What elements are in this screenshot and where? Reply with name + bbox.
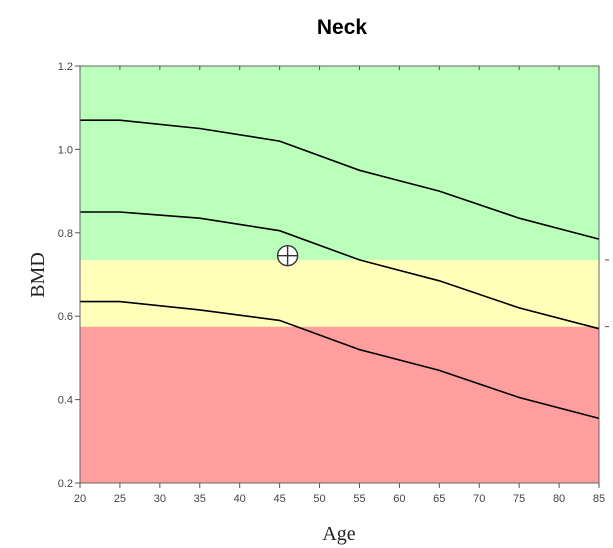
reference-bands [80,66,599,483]
x-tick-label: 70 [473,493,485,505]
reference-curves [80,119,600,420]
chart-title: Neck [317,16,368,39]
x-axis-label: Age [322,523,355,545]
x-tick-label: 85 [593,493,605,505]
x-tick-label: 60 [393,493,405,505]
y-axis-label: BMD [27,252,49,298]
x-tick-label: 50 [313,493,325,505]
plot-frame [79,65,600,484]
y-tick-label: 0.6 [58,311,73,323]
x-tick-label: 80 [553,493,565,505]
y-axis-ticks: 0.2 0.4 0.6 0.8 1.0 1.2 [58,61,80,490]
y-tick-label: 0.4 [58,395,73,407]
x-tick-label: 25 [114,493,126,505]
right-side-band-ticks [605,259,609,328]
y-tick-label: 1.0 [58,144,73,156]
x-tick-label: 75 [513,493,525,505]
x-tick-label: 55 [353,493,365,505]
x-tick-label: 45 [273,493,285,505]
x-tick-label: 20 [74,493,86,505]
y-tick-label: 1.2 [58,61,73,73]
band-1 [80,259,599,327]
band-0 [80,326,599,483]
y-tick-label: 0.8 [58,228,73,240]
curve-0 [80,119,600,240]
y-tick-label: 0.2 [58,478,73,490]
curve-1 [80,211,600,330]
x-tick-label: 65 [433,493,445,505]
x-tick-label: 30 [154,493,166,505]
x-tick-label: 40 [234,493,246,505]
x-tick-label: 35 [194,493,206,505]
patient-marker [276,245,299,267]
x-axis-ticks: 20 25 30 35 40 45 50 55 60 65 70 75 80 85 [74,66,605,505]
curve-2 [80,300,600,420]
